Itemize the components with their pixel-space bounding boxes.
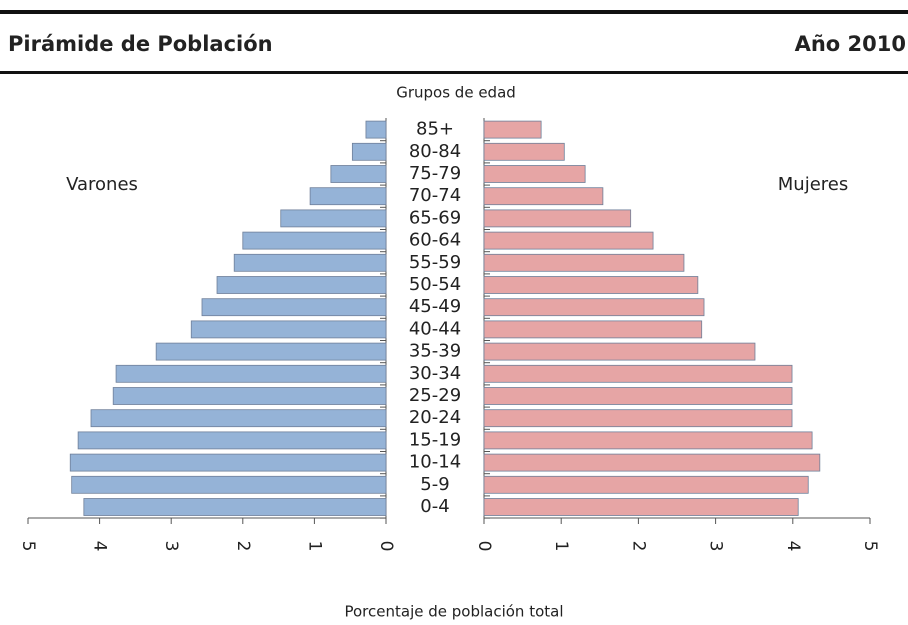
x-tick-label: 5 (860, 541, 880, 552)
bar (483, 187, 604, 206)
x-tick-label: 2 (628, 541, 648, 552)
category-label: 10-14 (409, 452, 461, 473)
bar (190, 320, 387, 339)
bar (483, 387, 793, 405)
x-tick-label: 0 (376, 541, 396, 552)
category-label: 30-34 (409, 363, 461, 384)
x-tick-label: 0 (474, 541, 494, 552)
bar (216, 276, 387, 294)
x-tick-label: 4 (90, 541, 110, 552)
bar (112, 387, 387, 405)
category-label: 75-79 (409, 163, 461, 184)
bar (483, 298, 705, 317)
category-label: 80-84 (409, 141, 461, 162)
category-label: 40-44 (409, 318, 461, 339)
chart-title: Pirámide de Población (8, 32, 273, 56)
x-tick-label: 1 (551, 541, 571, 552)
y-axis-label: Grupos de edad (396, 84, 516, 102)
legend-label: Varones (66, 174, 138, 195)
bar (483, 165, 586, 183)
bar (330, 165, 387, 183)
bar (233, 253, 387, 272)
bar (483, 409, 793, 428)
bar (483, 209, 632, 228)
category-label: 25-29 (409, 385, 461, 406)
category-label: 55-59 (409, 252, 461, 273)
x-tick-label: 3 (161, 541, 181, 552)
bar (483, 320, 703, 339)
header-rule (0, 71, 908, 74)
x-tick-label: 2 (233, 541, 253, 552)
bar (483, 498, 799, 516)
x-tick-label: 3 (706, 541, 726, 552)
category-label: 20-24 (409, 407, 461, 428)
category-label: 45-49 (409, 296, 461, 317)
category-label: 5-9 (420, 474, 449, 495)
category-label: 70-74 (409, 185, 461, 206)
bar (483, 253, 685, 272)
bar (483, 364, 793, 383)
legend-label: Mujeres (778, 174, 848, 195)
category-label: 85+ (416, 119, 454, 140)
category-label: 35-39 (409, 341, 461, 362)
x-tick-label: 4 (783, 541, 803, 552)
x-tick-label: 5 (18, 541, 38, 552)
bar (351, 142, 387, 161)
category-label: 60-64 (409, 230, 461, 251)
bar (365, 120, 387, 139)
bar (77, 431, 387, 450)
bar (483, 231, 654, 250)
bar (201, 298, 387, 317)
top-rule (0, 10, 908, 14)
x-tick-label: 1 (304, 541, 324, 552)
category-label: 15-19 (409, 429, 461, 450)
bar (483, 453, 821, 472)
bar (483, 475, 809, 494)
bar (483, 431, 813, 450)
category-label: 50-54 (409, 274, 461, 295)
bar (309, 187, 387, 206)
category-label: 0-4 (420, 496, 449, 517)
x-axis-label: Porcentaje de población total (344, 603, 563, 621)
bar (155, 342, 387, 361)
bar (242, 231, 387, 250)
bar (115, 364, 387, 383)
bar (90, 409, 387, 428)
bar (483, 342, 756, 361)
bar (483, 142, 565, 161)
category-label: 65-69 (409, 207, 461, 228)
bar (280, 209, 387, 228)
bar (83, 498, 387, 516)
bar (483, 120, 542, 139)
bar (71, 475, 387, 494)
bar (69, 453, 387, 472)
chart-subtitle: Año 2010 (795, 32, 906, 56)
bar (483, 276, 699, 294)
